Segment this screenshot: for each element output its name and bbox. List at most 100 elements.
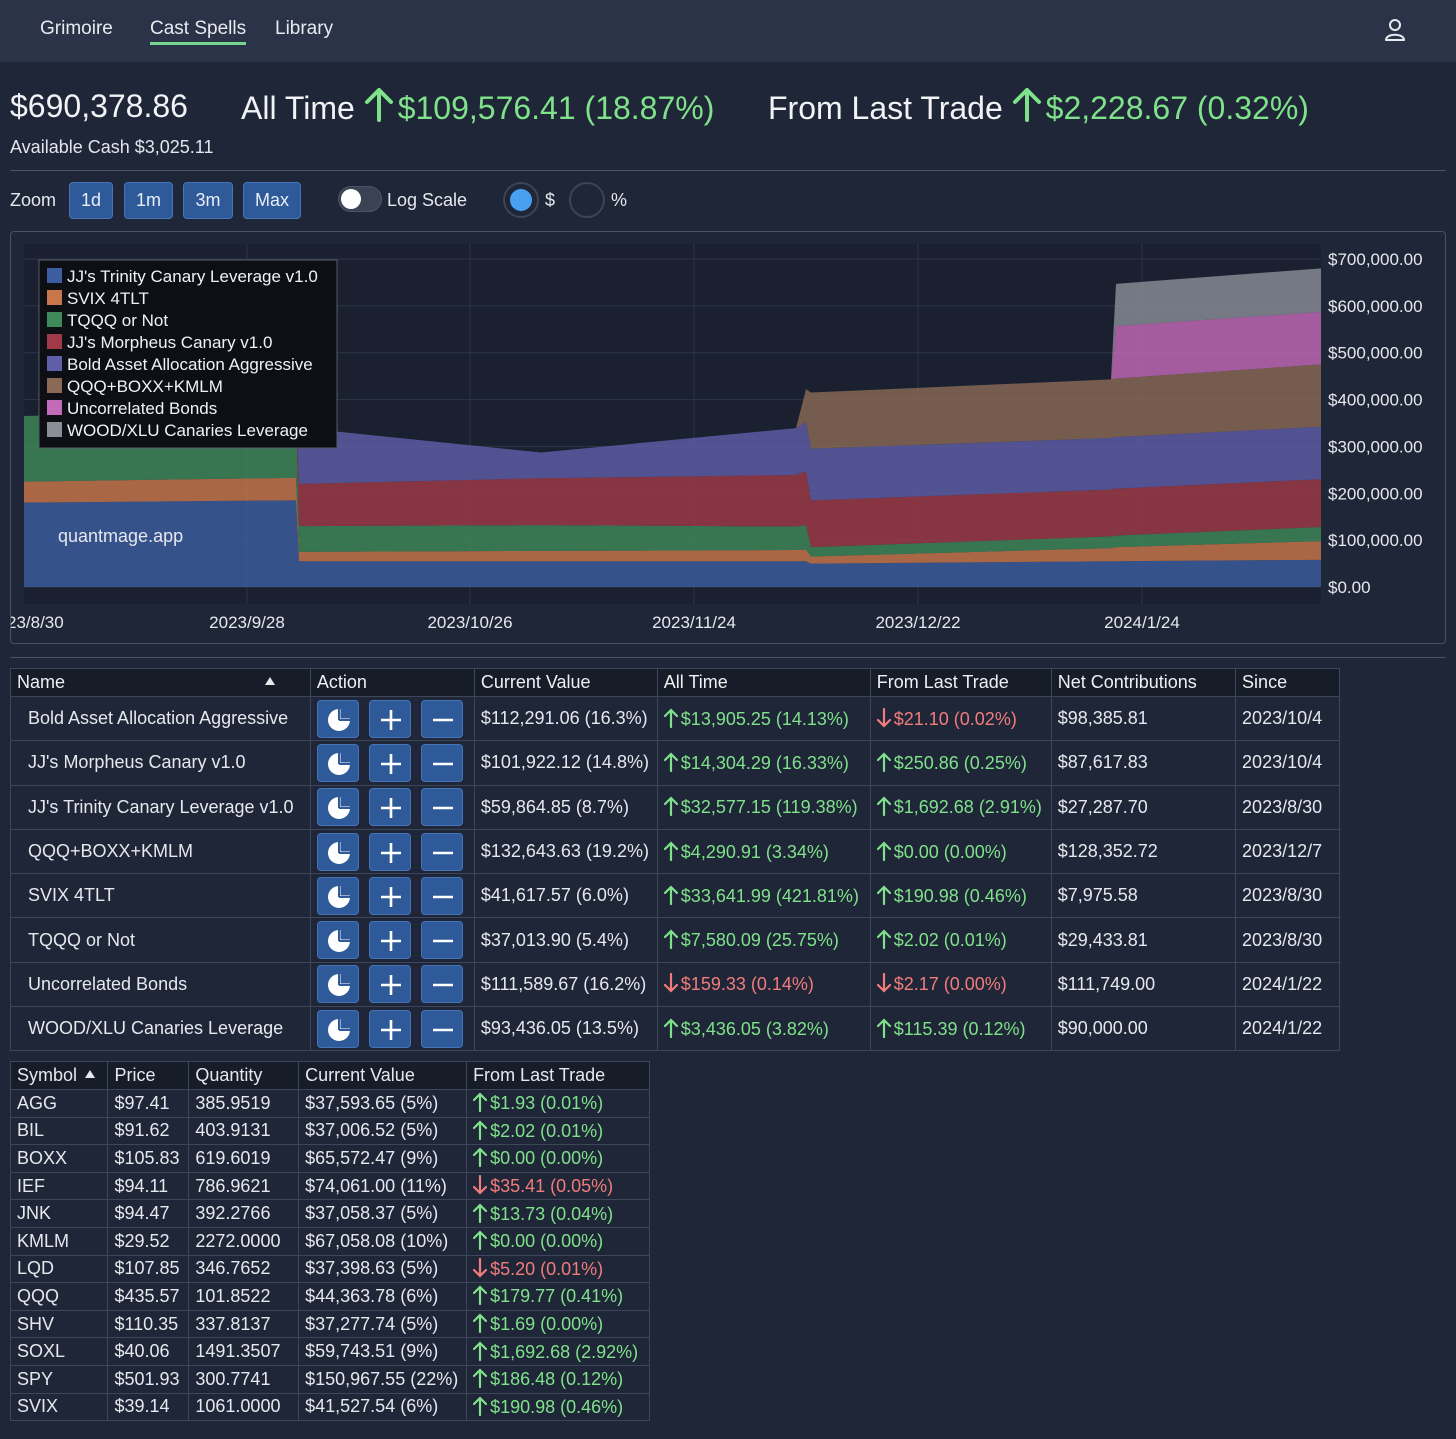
add-funds-button[interactable] (368, 1009, 411, 1048)
area-series-7[interactable] (24, 311, 1321, 453)
nav-grimoire[interactable]: Grimoire (40, 18, 113, 39)
withdraw-funds-button[interactable] (420, 788, 463, 827)
log-scale-toggle[interactable] (338, 186, 382, 212)
allocation-pie-button[interactable] (316, 788, 359, 827)
area-series-4[interactable] (24, 409, 1321, 548)
legend-entry[interactable]: WOOD/XLU Canaries Leverage (67, 421, 308, 440)
add-funds-button[interactable] (368, 876, 411, 915)
last-trade-change: $35.41 (0.05%) (466, 1171, 650, 1201)
symbol: SHV (9, 1309, 109, 1339)
area-series-2[interactable] (24, 477, 1321, 564)
legend-entry[interactable]: JJ's Morpheus Canary v1.0 (67, 333, 272, 352)
area-series-6[interactable] (24, 364, 1321, 453)
quantity: 403.9131 (188, 1116, 300, 1146)
withdraw-funds-button[interactable] (420, 921, 463, 960)
portfolio-name[interactable]: TQQQ or Not (10, 917, 311, 963)
portfolio-name[interactable]: WOOD/XLU Canaries Leverage (10, 1006, 311, 1052)
table-row[interactable]: SVIX 4TLT $41,617.57 (6.0%) $33,641.99 (42… (10, 873, 1340, 919)
zoom-1d-button[interactable]: 1d (69, 182, 113, 219)
allocation-pie-button[interactable] (316, 699, 359, 738)
withdraw-funds-button[interactable] (420, 699, 463, 738)
add-funds-button[interactable] (368, 832, 411, 871)
portfolio-name[interactable]: QQQ+BOXX+KMLM (10, 828, 311, 875)
col-since-header[interactable]: Since (1235, 668, 1340, 697)
allocation-pie-button[interactable] (316, 921, 359, 960)
col-current-value-header[interactable]: Current Value (298, 1061, 468, 1090)
current-value: $101,922.12 (14.8%) (473, 740, 658, 786)
col-all-time-header[interactable]: All Time (656, 668, 871, 697)
all-time-change: $159.33 (0.14%) (656, 961, 871, 1008)
legend[interactable]: JJ's Trinity Canary Leverage v1.0 SVIX 4T… (38, 259, 338, 449)
sort-asc-icon (85, 1070, 96, 1078)
legend-entry[interactable]: TQQQ or Not (67, 311, 168, 330)
area-series-5[interactable] (24, 409, 1321, 501)
col-net-contrib-header[interactable]: Net Contributions (1050, 668, 1237, 697)
y-tick-label: $500,000.00 (1328, 344, 1423, 363)
price: $97.41 (107, 1089, 190, 1118)
add-funds-button[interactable] (368, 743, 411, 782)
table-row[interactable]: JJ's Trinity Canary Leverage v1.0 $59,864… (10, 784, 1340, 830)
portfolio-value-chart[interactable]: $700,000.00 $600,000.00 $500,000.00 $400,00… (7, 232, 1445, 643)
legend-entry[interactable]: JJ's Trinity Canary Leverage v1.0 (67, 267, 318, 286)
table-row[interactable]: TQQQ or Not $37,013.90 (5.4%) $7,580.09 (2… (10, 917, 1340, 963)
up-arrow-icon (876, 885, 891, 905)
withdraw-funds-button[interactable] (420, 1009, 463, 1048)
table-row[interactable]: WOOD/XLU Canaries Leverage $93,436.05 (13… (10, 1006, 1340, 1052)
col-last-trade-header[interactable]: From Last Trade (466, 1061, 650, 1090)
unit-dollar-radio[interactable] (503, 182, 539, 218)
add-funds-button[interactable] (368, 788, 411, 827)
current-value: $41,617.57 (6.0%) (473, 873, 658, 919)
add-funds-button[interactable] (368, 965, 411, 1004)
portfolio-name[interactable]: Bold Asset Allocation Aggressive (10, 695, 311, 742)
y-tick-label: $700,000.00 (1328, 250, 1423, 269)
col-price-header[interactable]: Price (107, 1061, 190, 1090)
area-series-8[interactable] (24, 268, 1321, 453)
legend-entry[interactable]: Bold Asset Allocation Aggressive (67, 355, 313, 374)
allocation-pie-button[interactable] (316, 832, 359, 871)
col-current-value-header[interactable]: Current Value (473, 668, 658, 697)
allocation-pie-button[interactable] (316, 876, 359, 915)
table-row[interactable]: QQQ+BOXX+KMLM $132,643.63 (19.2%) $4,290.9… (10, 828, 1340, 875)
up-arrow-icon (876, 840, 891, 861)
withdraw-funds-button[interactable] (420, 965, 463, 1004)
user-icon[interactable] (1384, 18, 1406, 42)
table-row[interactable]: Bold Asset Allocation Aggressive $112,291… (10, 695, 1340, 742)
allocation-pie-button[interactable] (316, 965, 359, 1004)
col-last-trade-header[interactable]: From Last Trade (869, 668, 1052, 697)
up-arrow-icon (1012, 88, 1041, 122)
legend-entry[interactable]: QQQ+BOXX+KMLM (67, 377, 223, 396)
y-tick-label: $0.00 (1328, 578, 1371, 597)
legend-entry[interactable]: Uncorrelated Bonds (67, 399, 217, 418)
table-row[interactable]: Uncorrelated Bonds $111,589.67 (16.2%) $15… (10, 961, 1340, 1008)
current-value: $37,006.52 (5%) (298, 1116, 468, 1146)
nav-cast-spells[interactable]: Cast Spells (150, 18, 247, 45)
legend-entry[interactable]: SVIX 4TLT (67, 289, 149, 308)
price: $29.52 (107, 1226, 190, 1256)
portfolio-name[interactable]: SVIX 4TLT (10, 873, 311, 919)
add-funds-button[interactable] (368, 921, 411, 960)
area-series-1[interactable] (24, 500, 1321, 587)
withdraw-funds-button[interactable] (420, 876, 463, 915)
current-value: $74,061.00 (11%) (298, 1171, 468, 1201)
row-actions (309, 784, 475, 830)
table-row[interactable]: JJ's Morpheus Canary v1.0 $101,922.12 (14… (10, 740, 1340, 786)
portfolio-name[interactable]: Uncorrelated Bonds (10, 961, 311, 1008)
allocation-pie-button[interactable] (316, 743, 359, 782)
col-symbol-header[interactable]: Symbol (9, 1061, 109, 1090)
zoom-max-button[interactable]: Max (243, 182, 301, 219)
portfolio-name[interactable]: JJ's Morpheus Canary v1.0 (10, 740, 311, 786)
withdraw-funds-button[interactable] (420, 743, 463, 782)
zoom-1m-button[interactable]: 1m (124, 182, 173, 219)
col-quantity-header[interactable]: Quantity (188, 1061, 300, 1090)
withdraw-funds-button[interactable] (420, 832, 463, 871)
unit-percent-radio[interactable] (569, 182, 605, 218)
symbol: BIL (9, 1116, 109, 1146)
portfolio-name[interactable]: JJ's Trinity Canary Leverage v1.0 (10, 784, 311, 830)
add-funds-button[interactable] (368, 699, 411, 738)
nav-library[interactable]: Library (275, 18, 334, 39)
allocation-pie-button[interactable] (316, 1009, 359, 1048)
col-name-header[interactable]: Name (10, 668, 311, 697)
current-value: $111,589.67 (16.2%) (473, 961, 658, 1008)
unit-percent-label: % (611, 190, 628, 210)
zoom-3m-button[interactable]: 3m (183, 182, 233, 219)
